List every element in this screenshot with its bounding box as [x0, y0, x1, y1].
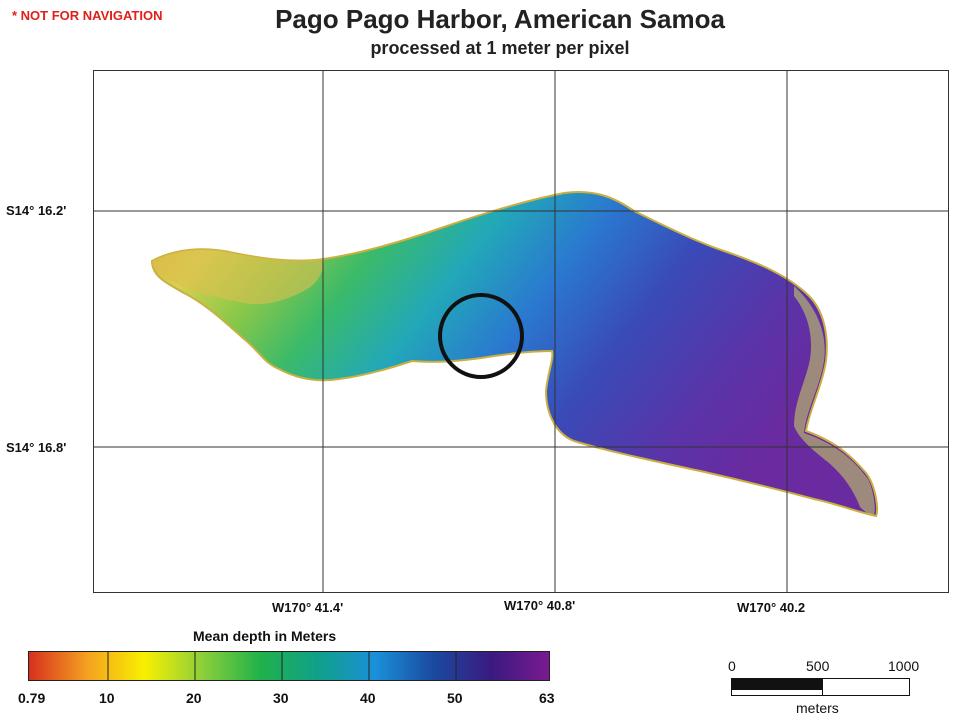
scalebar-label-500: 500 [806, 658, 830, 674]
not-for-navigation-warning: * NOT FOR NAVIGATION [12, 8, 163, 23]
scalebar-label-0: 0 [728, 658, 736, 674]
scalebar-label-1000: 1000 [888, 658, 920, 674]
colorbar-tick-2: 20 [186, 690, 202, 706]
depth-legend-title: Mean depth in Meters [193, 628, 337, 644]
depth-colorbar-ticks [107, 652, 457, 680]
colorbar-tick-6: 63 [539, 690, 555, 706]
scalebar-unit: meters [796, 700, 839, 716]
colorbar-tick-1: 10 [99, 690, 115, 706]
colorbar-tick-0: 0.79 [18, 690, 46, 706]
colorbar-tick-3: 30 [273, 690, 289, 706]
longitude-label-3: W170° 40.2 [737, 600, 806, 615]
bathymetry-map-canvas [94, 71, 948, 592]
scalebar-divider [822, 679, 823, 696]
latitude-label-1: S14° 16.2' [6, 203, 67, 218]
map-title: Pago Pago Harbor, American Samoa [275, 4, 725, 34]
longitude-label-1: W170° 41.4' [272, 600, 344, 615]
depth-colorbar [28, 651, 550, 681]
map-subtitle: processed at 1 meter per pixel [370, 38, 630, 58]
scalebar [731, 678, 910, 696]
highlight-circle-marker [438, 293, 524, 379]
longitude-label-2: W170° 40.8' [504, 598, 576, 613]
graticule [94, 71, 948, 592]
bathymetry-map[interactable] [93, 70, 949, 593]
latitude-label-2: S14° 16.8' [6, 440, 67, 455]
colorbar-tick-5: 50 [447, 690, 463, 706]
colorbar-tick-4: 40 [360, 690, 376, 706]
scalebar-black-segment [732, 679, 822, 690]
harbor-bathymetry [150, 191, 879, 518]
